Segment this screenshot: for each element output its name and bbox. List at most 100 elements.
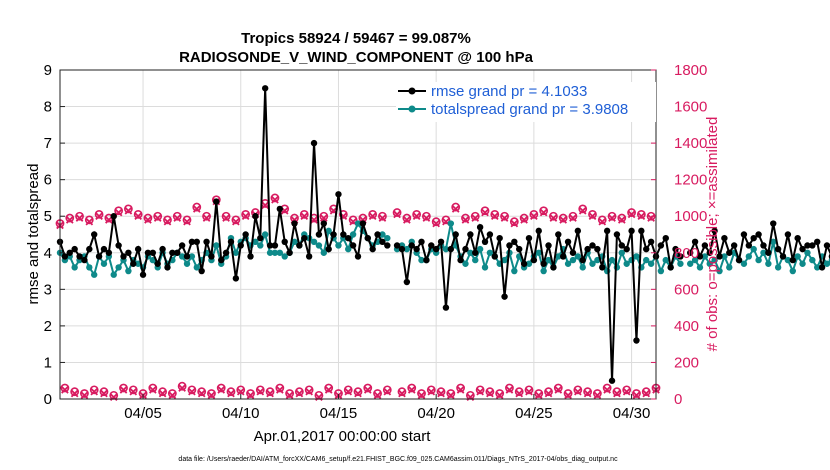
- obs-possible-marker: [60, 383, 70, 393]
- obs-assimilated-marker: [241, 212, 250, 221]
- rmse-point: [662, 234, 669, 242]
- obs-assimilated-marker: [383, 387, 392, 396]
- rmse-point: [271, 242, 279, 249]
- obs-assimilated-marker: [354, 389, 362, 398]
- totalspread-point: [745, 253, 753, 260]
- series-layer: [55, 85, 830, 402]
- totalspread-point: [525, 260, 533, 267]
- rmse-point: [252, 213, 259, 220]
- obs-possible-marker: [285, 389, 295, 398]
- rmse-point: [384, 242, 391, 249]
- x-tick-label: 04/15: [320, 405, 358, 422]
- obs-assimilated-marker: [222, 214, 230, 222]
- totalspread-point: [623, 260, 630, 267]
- obs-assimilated-marker: [490, 212, 499, 221]
- rmse-point: [643, 245, 650, 253]
- totalspread-point: [814, 264, 821, 271]
- obs-assimilated-marker: [588, 212, 597, 221]
- obs-assimilated-marker: [134, 212, 143, 221]
- totalspread-point: [706, 260, 713, 267]
- obs-assimilated-marker: [544, 389, 553, 398]
- rmse-point: [667, 264, 674, 271]
- rmse-point: [213, 198, 220, 205]
- x-axis-label: Apr.01,2017 00:00:00 start: [254, 428, 432, 445]
- rmse-point: [320, 220, 328, 227]
- rmse-point: [657, 242, 665, 249]
- obs-possible-marker: [294, 387, 304, 397]
- obs-assimilated-marker: [275, 386, 284, 394]
- rmse-point: [325, 245, 332, 253]
- totalspread-point: [325, 227, 332, 235]
- totalspread-point: [315, 242, 323, 249]
- rmse-point: [628, 227, 635, 235]
- obs-possible-marker: [231, 215, 241, 225]
- obs-possible-marker: [353, 387, 363, 397]
- rmse-point: [525, 234, 533, 242]
- totalspread-point: [511, 267, 518, 275]
- rmse-point: [804, 242, 811, 249]
- obs-possible-marker: [622, 385, 632, 395]
- rmse-point: [818, 264, 826, 271]
- rmse-point: [716, 253, 723, 260]
- y-left-tick-label: 9: [44, 62, 52, 79]
- obs-possible-marker: [94, 209, 104, 219]
- rmse-point: [691, 238, 699, 246]
- obs-assimilated-marker: [451, 205, 460, 213]
- obs-possible-marker: [197, 387, 207, 397]
- y-right-tick-label: 1400: [674, 135, 707, 152]
- obs-assimilated-marker: [246, 391, 255, 400]
- obs-possible-marker: [172, 211, 182, 221]
- rmse-point: [823, 242, 830, 249]
- obs-assimilated-marker: [168, 391, 177, 400]
- rmse-point: [71, 245, 78, 253]
- rmse-point: [105, 249, 113, 256]
- obs-assimilated-marker: [622, 387, 631, 396]
- obs-assimilated-marker: [627, 210, 636, 219]
- totalspread-point: [320, 249, 328, 256]
- rmse-point: [315, 231, 323, 238]
- totalspread-point: [100, 260, 108, 267]
- obs-assimilated-marker: [530, 212, 538, 221]
- obs-assimilated-marker: [295, 389, 304, 398]
- x-tick-label: 04/25: [515, 405, 553, 422]
- totalspread-point: [716, 267, 723, 275]
- rmse-point: [364, 234, 371, 242]
- rmse-point: [296, 242, 303, 249]
- obs-possible-marker: [75, 211, 84, 221]
- obs-assimilated-marker: [510, 219, 519, 228]
- rmse-point: [237, 242, 244, 249]
- obs-assimilated-marker: [61, 386, 69, 394]
- y-left-tick-label: 6: [44, 172, 52, 189]
- obs-possible-marker: [417, 389, 426, 398]
- totalspread-point: [462, 260, 469, 267]
- rmse-point: [584, 245, 591, 253]
- rmse-point: [66, 249, 73, 256]
- obs-possible-marker: [216, 383, 226, 393]
- obs-assimilated-marker: [124, 206, 133, 215]
- x-tick-label: 04/05: [124, 405, 162, 422]
- obs-assimilated-marker: [300, 212, 309, 221]
- rmse-point: [154, 260, 161, 267]
- obs-assimilated-marker: [598, 217, 607, 226]
- totalspread-point: [90, 271, 98, 278]
- obs-assimilated-marker: [603, 386, 611, 394]
- obs-possible-marker: [363, 383, 373, 393]
- y-left-tick-label: 5: [44, 208, 52, 225]
- rmse-point: [623, 245, 630, 253]
- y-left-tick-label: 1: [44, 354, 52, 371]
- totalspread-point: [789, 267, 796, 275]
- y-axis-right-ticks: 0 200 400 600 800 1000 1200 1400 1600 1800: [651, 62, 707, 408]
- rmse-point: [608, 377, 616, 384]
- y-right-tick-label: 1800: [674, 62, 707, 79]
- rmse-point: [516, 245, 523, 253]
- obs-possible-marker: [456, 383, 465, 393]
- obs-possible-marker: [607, 211, 617, 221]
- rmse-point: [349, 242, 357, 249]
- obs-assimilated-marker: [505, 386, 514, 394]
- obs-possible-marker: [236, 385, 246, 395]
- totalspread-point: [589, 260, 596, 267]
- totalspread-point: [183, 260, 191, 267]
- obs-assimilated-marker: [642, 389, 651, 398]
- rmse-point: [305, 253, 313, 260]
- obs-assimilated-marker: [324, 386, 333, 394]
